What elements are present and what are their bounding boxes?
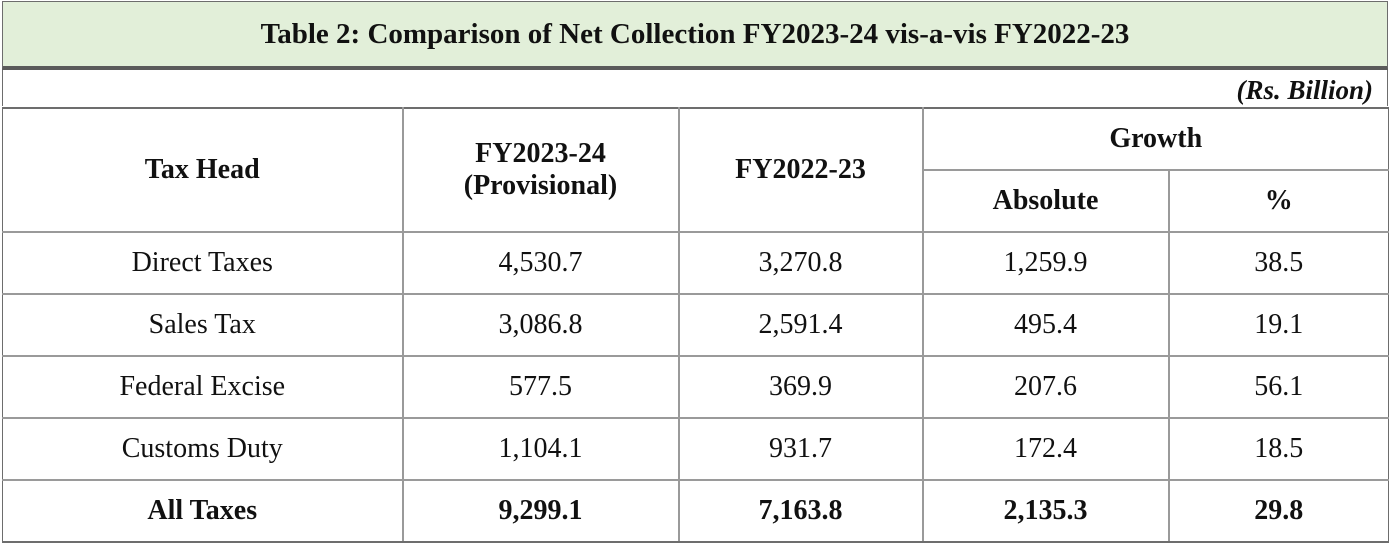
cell-fy2024: 1,104.1 bbox=[401, 417, 680, 481]
cell-fy2024: 3,086.8 bbox=[401, 293, 680, 357]
cell-percent: 38.5 bbox=[1167, 231, 1390, 295]
table-row: Federal Excise 577.5 369.9 207.6 56.1 bbox=[2, 355, 1390, 419]
header-fy2024-line1: FY2023-24 bbox=[475, 138, 606, 169]
cell-fy2024: 577.5 bbox=[401, 355, 680, 419]
cell-tax-head: Sales Tax bbox=[2, 293, 404, 357]
cell-absolute: 207.6 bbox=[921, 355, 1170, 419]
cell-fy2024: 4,530.7 bbox=[401, 231, 680, 295]
cell-tax-head: All Taxes bbox=[2, 479, 404, 543]
cell-tax-head: Direct Taxes bbox=[2, 231, 404, 295]
units-label: (Rs. Billion) bbox=[1236, 75, 1373, 105]
header-fy2023: FY2022-23 bbox=[677, 107, 924, 233]
cell-percent: 29.8 bbox=[1167, 479, 1390, 543]
header-growth: Growth bbox=[921, 107, 1390, 171]
cell-fy2023: 931.7 bbox=[677, 417, 924, 481]
units-row: (Rs. Billion) bbox=[2, 70, 1388, 106]
table-row: Sales Tax 3,086.8 2,591.4 495.4 19.1 bbox=[2, 293, 1390, 357]
header-tax-head: Tax Head bbox=[2, 107, 404, 233]
cell-absolute: 1,259.9 bbox=[921, 231, 1170, 295]
cell-percent: 19.1 bbox=[1167, 293, 1390, 357]
cell-fy2023: 3,270.8 bbox=[677, 231, 924, 295]
header-absolute: Absolute bbox=[922, 169, 1170, 233]
header-fy2024: FY2023-24 (Provisional) bbox=[401, 107, 680, 233]
table-row: Direct Taxes 4,530.7 3,270.8 1,259.9 38.… bbox=[2, 231, 1390, 295]
header-fy2024-line2: (Provisional) bbox=[463, 170, 618, 201]
cell-fy2023: 2,591.4 bbox=[677, 293, 924, 357]
cell-absolute: 495.4 bbox=[921, 293, 1170, 357]
cell-fy2024: 9,299.1 bbox=[401, 479, 680, 543]
cell-absolute: 2,135.3 bbox=[921, 479, 1170, 543]
header-percent: % bbox=[1167, 169, 1390, 233]
cell-fy2023: 369.9 bbox=[677, 355, 924, 419]
total-row: All Taxes 9,299.1 7,163.8 2,135.3 29.8 bbox=[2, 479, 1390, 543]
cell-absolute: 172.4 bbox=[921, 417, 1170, 481]
cell-percent: 18.5 bbox=[1167, 417, 1390, 481]
cell-percent: 56.1 bbox=[1167, 355, 1390, 419]
header-row-1: Tax Head FY2023-24 (Provisional) FY2022-… bbox=[2, 107, 1390, 233]
table-row: Customs Duty 1,104.1 931.7 172.4 18.5 bbox=[2, 417, 1390, 481]
table-title: Table 2: Comparison of Net Collection FY… bbox=[2, 1, 1388, 70]
header-row-2: Absolute % bbox=[3, 169, 1390, 233]
cell-tax-head: Federal Excise bbox=[2, 355, 404, 419]
cell-tax-head: Customs Duty bbox=[2, 417, 404, 481]
collection-table: Tax Head FY2023-24 (Provisional) FY2022-… bbox=[2, 107, 1390, 543]
cell-fy2023: 7,163.8 bbox=[677, 479, 924, 543]
